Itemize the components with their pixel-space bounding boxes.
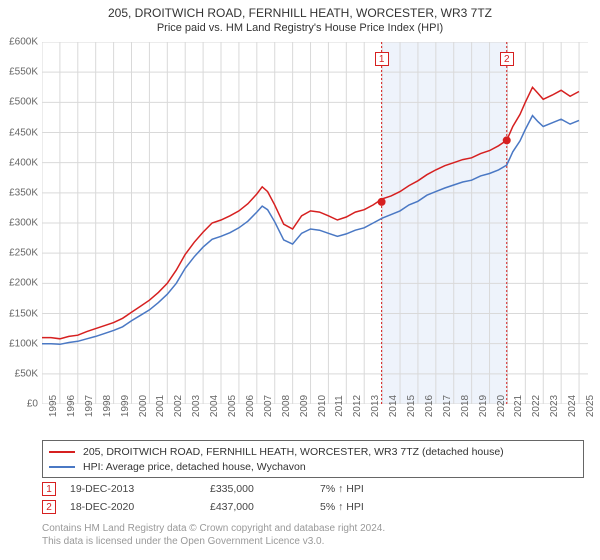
y-axis-label: £250K bbox=[0, 248, 38, 259]
x-axis-label: 2003 bbox=[185, 395, 202, 417]
x-axis-label: 2002 bbox=[167, 395, 184, 417]
y-axis-label: £0 bbox=[0, 399, 38, 410]
sale-marker-icon: 1 bbox=[42, 482, 56, 496]
x-axis-label: 1999 bbox=[114, 395, 131, 417]
chart-sale-marker: 1 bbox=[375, 52, 389, 66]
x-axis-label: 2019 bbox=[472, 395, 489, 417]
x-axis-label: 2021 bbox=[507, 395, 524, 417]
legend-swatch bbox=[49, 451, 75, 453]
x-axis-label: 2014 bbox=[382, 395, 399, 417]
x-axis-label: 2017 bbox=[436, 395, 453, 417]
x-axis-label: 2013 bbox=[364, 395, 381, 417]
x-axis-label: 2010 bbox=[311, 395, 328, 417]
legend-label: HPI: Average price, detached house, Wych… bbox=[83, 461, 306, 473]
y-axis-label: £100K bbox=[0, 338, 38, 349]
legend-swatch bbox=[49, 466, 75, 468]
x-axis-label: 2025 bbox=[579, 395, 596, 417]
x-axis-label: 2016 bbox=[418, 395, 435, 417]
x-axis-label: 1998 bbox=[96, 395, 113, 417]
sale-marker-icon: 2 bbox=[42, 500, 56, 514]
attribution-line: This data is licensed under the Open Gov… bbox=[42, 535, 385, 548]
x-axis-label: 2015 bbox=[400, 395, 417, 417]
x-axis-label: 2001 bbox=[149, 395, 166, 417]
x-axis-label: 2020 bbox=[490, 395, 507, 417]
legend: 205, DROITWICH ROAD, FERNHILL HEATH, WOR… bbox=[42, 440, 584, 478]
y-axis-label: £450K bbox=[0, 127, 38, 138]
sale-price: £437,000 bbox=[210, 501, 320, 513]
line-chart bbox=[42, 42, 588, 404]
sale-pct: 5% ↑ HPI bbox=[320, 501, 440, 513]
x-axis-label: 2005 bbox=[221, 395, 238, 417]
y-axis-label: £400K bbox=[0, 157, 38, 168]
sale-date: 19-DEC-2013 bbox=[70, 483, 210, 495]
x-axis-label: 2012 bbox=[346, 395, 363, 417]
x-axis-label: 1995 bbox=[42, 395, 59, 417]
x-axis-label: 1997 bbox=[78, 395, 95, 417]
legend-label: 205, DROITWICH ROAD, FERNHILL HEATH, WOR… bbox=[83, 446, 504, 458]
y-axis-label: £150K bbox=[0, 308, 38, 319]
y-axis-label: £300K bbox=[0, 218, 38, 229]
y-axis-label: £200K bbox=[0, 278, 38, 289]
sale-pct: 7% ↑ HPI bbox=[320, 483, 440, 495]
sales-table: 1 19-DEC-2013 £335,000 7% ↑ HPI 2 18-DEC… bbox=[42, 480, 584, 516]
x-axis-label: 2023 bbox=[543, 395, 560, 417]
x-axis-label: 2024 bbox=[561, 395, 578, 417]
attribution-line: Contains HM Land Registry data © Crown c… bbox=[42, 522, 385, 535]
attribution: Contains HM Land Registry data © Crown c… bbox=[42, 522, 385, 548]
chart-sale-marker: 2 bbox=[500, 52, 514, 66]
legend-item: 205, DROITWICH ROAD, FERNHILL HEATH, WOR… bbox=[49, 444, 577, 459]
x-axis-label: 2022 bbox=[525, 395, 542, 417]
title-line-2: Price paid vs. HM Land Registry's House … bbox=[0, 22, 600, 34]
x-axis-label: 1996 bbox=[60, 395, 77, 417]
y-axis-label: £550K bbox=[0, 67, 38, 78]
sale-price: £335,000 bbox=[210, 483, 320, 495]
x-axis-label: 2006 bbox=[239, 395, 256, 417]
legend-item: HPI: Average price, detached house, Wych… bbox=[49, 459, 577, 474]
x-axis-label: 2008 bbox=[275, 395, 292, 417]
sale-row: 1 19-DEC-2013 £335,000 7% ↑ HPI bbox=[42, 480, 584, 498]
x-axis-label: 2007 bbox=[257, 395, 274, 417]
y-axis-label: £600K bbox=[0, 37, 38, 48]
x-axis-label: 2011 bbox=[328, 395, 345, 417]
x-axis-label: 2004 bbox=[203, 395, 220, 417]
sale-date: 18-DEC-2020 bbox=[70, 501, 210, 513]
title-line-1: 205, DROITWICH ROAD, FERNHILL HEATH, WOR… bbox=[0, 6, 600, 20]
x-axis-label: 2000 bbox=[132, 395, 149, 417]
chart-area: £0£50K£100K£150K£200K£250K£300K£350K£400… bbox=[42, 42, 588, 404]
x-axis-label: 2009 bbox=[293, 395, 310, 417]
sale-row: 2 18-DEC-2020 £437,000 5% ↑ HPI bbox=[42, 498, 584, 516]
y-axis-label: £350K bbox=[0, 187, 38, 198]
y-axis-label: £50K bbox=[0, 368, 38, 379]
x-axis-label: 2018 bbox=[454, 395, 471, 417]
y-axis-label: £500K bbox=[0, 97, 38, 108]
